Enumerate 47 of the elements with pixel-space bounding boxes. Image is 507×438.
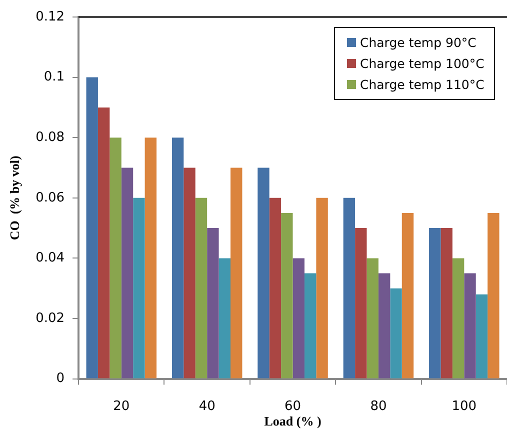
bar xyxy=(230,168,242,378)
y-tick-label: 0.1 xyxy=(44,70,65,85)
y-tick-label: 0.06 xyxy=(36,190,65,206)
bar xyxy=(133,198,145,378)
bar xyxy=(207,228,219,378)
bar xyxy=(184,168,196,378)
bar xyxy=(390,288,402,378)
bar xyxy=(452,258,464,378)
legend-label: Charge temp 110°C xyxy=(360,76,484,94)
bar xyxy=(355,228,367,378)
y-tick-label: 0.12 xyxy=(36,9,65,24)
bar xyxy=(98,107,110,378)
bar xyxy=(195,198,208,378)
y-axis-title: CO (% by vol) xyxy=(7,156,22,240)
bar xyxy=(269,198,282,378)
bar xyxy=(172,138,184,378)
x-tick-label: 20 xyxy=(113,398,130,414)
bar xyxy=(402,212,414,378)
bar xyxy=(304,273,316,378)
y-tick-label: 0.08 xyxy=(36,130,65,145)
bar xyxy=(292,258,304,378)
bar xyxy=(121,168,134,378)
bar xyxy=(464,273,476,378)
bar xyxy=(366,258,378,378)
bar xyxy=(343,198,356,378)
bar xyxy=(429,228,441,378)
x-tick-label: 60 xyxy=(284,398,302,414)
y-tick-label: 0 xyxy=(56,371,65,386)
bar xyxy=(476,294,488,378)
y-tick-label: 0.04 xyxy=(36,250,65,266)
bar xyxy=(378,273,390,378)
legend-label: Charge temp 100°C xyxy=(360,55,484,73)
bar xyxy=(110,138,122,378)
x-tick-label: 80 xyxy=(370,398,387,414)
bar xyxy=(488,212,500,378)
legend-label: Charge temp 90°C xyxy=(360,34,476,52)
x-tick-label: 100 xyxy=(452,398,477,414)
bar xyxy=(281,212,293,378)
bar xyxy=(218,258,231,378)
y-tick-label: 0.02 xyxy=(36,310,65,326)
bar xyxy=(440,228,452,378)
bar xyxy=(316,198,328,378)
bar xyxy=(144,138,157,378)
x-tick-label: 40 xyxy=(198,398,216,414)
x-axis-title: Load (% ) xyxy=(264,414,322,429)
bar xyxy=(86,77,98,378)
bar xyxy=(258,168,270,378)
